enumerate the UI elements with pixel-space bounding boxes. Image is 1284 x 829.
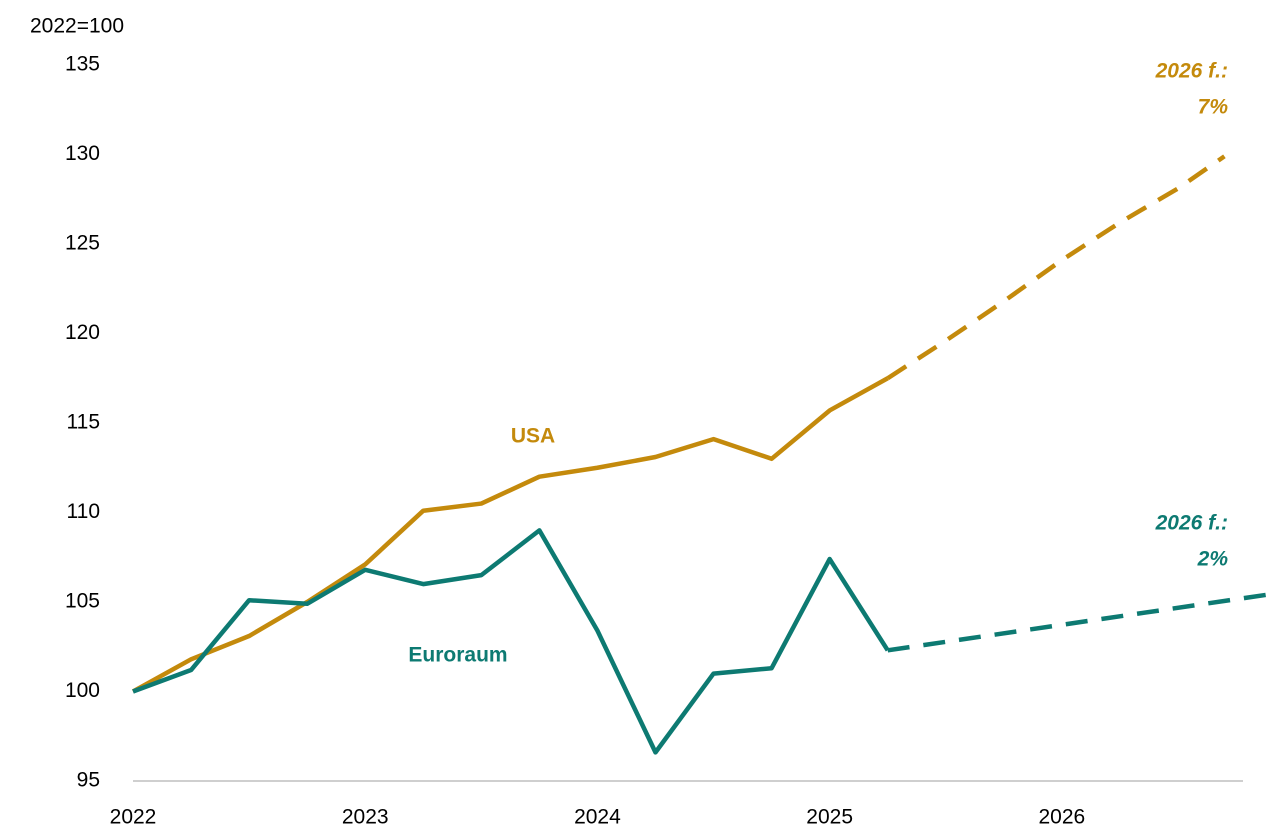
y-tick-label: 110: [67, 500, 100, 523]
forecast-label: 2026 f.:: [1155, 512, 1228, 535]
x-tick-label: 2026: [1039, 806, 1086, 829]
y-tick-label: 135: [65, 53, 100, 76]
forecast-label: 2026 f.:: [1155, 60, 1228, 83]
line: [131, 376, 889, 694]
series-label: Euroraum: [408, 644, 507, 667]
y-tick-label: 105: [65, 590, 100, 613]
y-tick-label: 125: [65, 232, 100, 255]
forecast-line: [887, 592, 1267, 653]
forecast-label: 7%: [1198, 96, 1229, 119]
y-tick-label: 100: [65, 679, 100, 702]
y-tick-label: 130: [65, 142, 100, 165]
forecast-line: [886, 154, 1226, 381]
y-tick-label: 120: [65, 321, 100, 344]
x-tick-label: 2025: [806, 806, 853, 829]
y-tick-label: 115: [67, 411, 100, 434]
y-tick-label: 95: [77, 769, 100, 792]
forecast-label: 2%: [1197, 548, 1229, 571]
y-axis-label: 2022=100: [30, 15, 124, 38]
x-tick-label: 2023: [342, 806, 389, 829]
x-tick-label: 2022: [110, 806, 157, 829]
x-tick-label: 2024: [574, 806, 621, 829]
series-label: USA: [511, 425, 555, 448]
line: [132, 528, 890, 755]
